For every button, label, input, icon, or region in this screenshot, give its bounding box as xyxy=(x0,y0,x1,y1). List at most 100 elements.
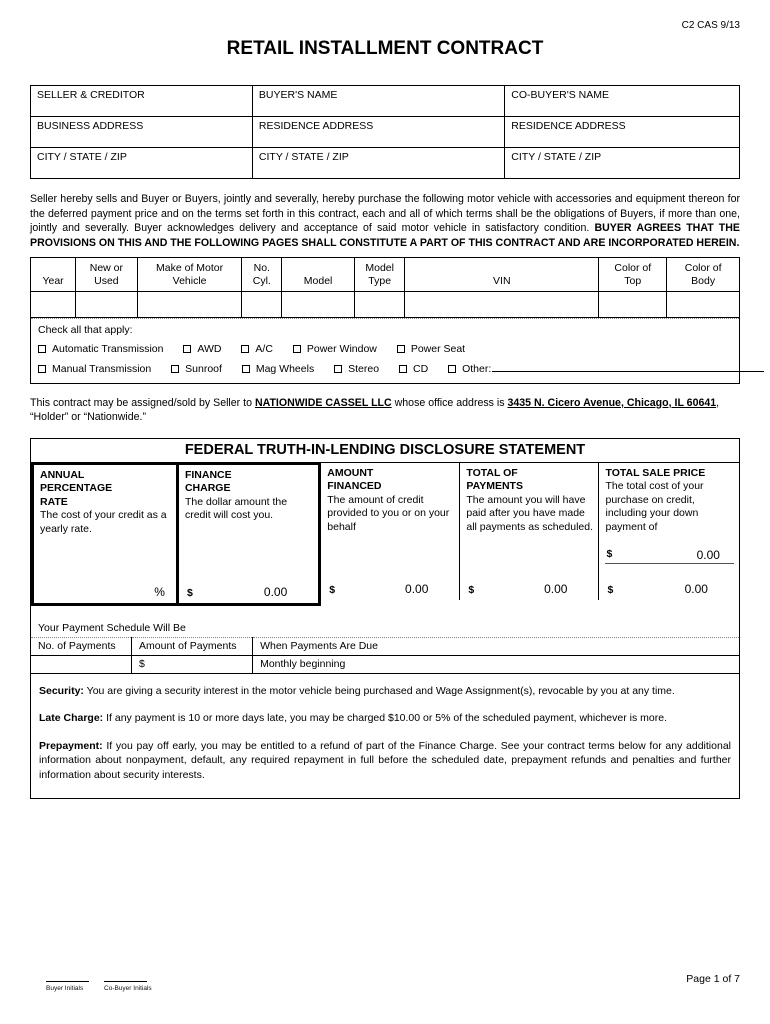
buyer-name-label: BUYER'S NAME xyxy=(258,89,338,101)
model-type-field[interactable] xyxy=(354,291,406,318)
when-due-header: When Payments Are Due xyxy=(252,637,739,656)
year-field[interactable] xyxy=(31,291,77,318)
seller-creditor-field[interactable]: SELLER & CREDITOR xyxy=(30,85,253,117)
dollar-sign: $ xyxy=(139,658,145,670)
dollar-sign: $ xyxy=(329,583,336,596)
late-charge-notice: Late Charge: If any payment is 10 or mor… xyxy=(39,711,731,726)
seller-city-state-zip-field[interactable]: CITY / STATE / ZIP xyxy=(30,147,253,179)
cylinders-field[interactable] xyxy=(241,291,283,318)
checkbox-sunroof[interactable] xyxy=(171,364,180,373)
options-row-2: Manual Transmission Sunroof Mag Wheels S… xyxy=(38,362,765,375)
color-body-field[interactable] xyxy=(666,291,739,318)
seller-creditor-label: SELLER & CREDITOR xyxy=(37,89,145,101)
table-row: CITY / STATE / ZIP CITY / STATE / ZIP CI… xyxy=(30,147,740,179)
checkbox-ac[interactable] xyxy=(241,344,250,353)
business-address-field[interactable]: BUSINESS ADDRESS xyxy=(30,116,253,148)
year-header: Year xyxy=(31,258,77,292)
table-row: BUSINESS ADDRESS RESIDENCE ADDRESS RESID… xyxy=(30,116,740,148)
finance-charge-value: $0.00 xyxy=(185,585,313,599)
city-state-zip-label: CITY / STATE / ZIP xyxy=(511,151,602,163)
vehicle-table: Year New or Used Make of Motor Vehicle N… xyxy=(31,258,739,318)
city-state-zip-label: CITY / STATE / ZIP xyxy=(37,151,127,163)
disclosure-columns: ANNUAL PERCENTAGE RATE The cost of your … xyxy=(31,461,739,606)
schedule-data-row: $ Monthly beginning xyxy=(31,654,739,674)
vehicle-section: Year New or Used Make of Motor Vehicle N… xyxy=(30,257,765,384)
dollar-sign: $ xyxy=(186,586,193,599)
intro-text: Seller hereby sells and Buyer or Buyers,… xyxy=(30,193,740,234)
checkbox-stereo[interactable] xyxy=(334,364,343,373)
checkbox-mag-wheels[interactable] xyxy=(241,364,250,373)
model-type-header: Model Type xyxy=(354,258,406,292)
total-of-payments-value: $0.00 xyxy=(466,582,593,596)
finance-charge-heading: FINANCE CHARGE xyxy=(184,468,232,495)
truth-in-lending-box: FEDERAL TRUTH-IN-LENDING DISCLOSURE STAT… xyxy=(30,437,740,799)
checkbox-power-seat[interactable] xyxy=(396,344,405,353)
buyer-initials-label: Buyer Initials xyxy=(46,985,84,992)
model-header: Model xyxy=(281,258,356,292)
buyer-name-field[interactable]: BUYER'S NAME xyxy=(251,85,506,117)
amount-financed-column: AMOUNT FINANCED The amount of credit pro… xyxy=(321,461,461,600)
co-buyer-city-state-zip-field[interactable]: CITY / STATE / ZIP xyxy=(504,147,740,179)
checkbox-other[interactable] xyxy=(448,364,457,373)
when-due-field[interactable]: Monthly beginning xyxy=(252,654,739,674)
business-address-label: BUSINESS ADDRESS xyxy=(37,120,144,132)
check-all-title: Check all that apply: xyxy=(38,323,133,336)
vehicle-header-row: Year New or Used Make of Motor Vehicle N… xyxy=(31,258,739,292)
total-sale-price-value: $0.00 xyxy=(605,582,733,596)
payment-schedule-intro: Your Payment Schedule Will Be xyxy=(38,621,186,634)
option-label: A/C xyxy=(255,342,273,355)
checkbox-manual-transmission[interactable] xyxy=(38,364,46,373)
intro-bold-text: BUYER AGREES THAT THE PROVISIONS ON THIS… xyxy=(30,222,740,249)
assignment-text: whose office address is xyxy=(391,396,508,409)
total-sale-price-column: TOTAL SALE PRICE The total cost of your … xyxy=(599,461,739,600)
other-fill-line[interactable] xyxy=(492,362,765,372)
option-label: Power Window xyxy=(306,342,377,355)
amount-financed-amount: 0.00 xyxy=(405,581,429,596)
finance-charge-description: The dollar amount the credit will cost y… xyxy=(184,495,288,522)
co-buyer-name-label: CO-BUYER'S NAME xyxy=(511,89,609,101)
checkbox-automatic-transmission[interactable] xyxy=(38,344,46,353)
model-field[interactable] xyxy=(281,291,356,318)
color-top-field[interactable] xyxy=(598,291,668,318)
amount-payments-field[interactable]: $ xyxy=(131,654,254,674)
buyer-initials-line[interactable] xyxy=(46,981,89,982)
total-sale-price-heading: TOTAL SALE PRICE xyxy=(605,466,706,479)
make-field[interactable] xyxy=(136,291,243,318)
co-buyer-name-field[interactable]: CO-BUYER'S NAME xyxy=(504,85,740,117)
security-notice: Security: You are giving a security inte… xyxy=(39,684,731,699)
assignment-text: , “Holder” or “Nationwide.” xyxy=(30,396,720,424)
buyer-residence-address-field[interactable]: RESIDENCE ADDRESS xyxy=(251,116,506,148)
num-payments-header: No. of Payments xyxy=(31,637,133,656)
notices-section: Security: You are giving a security inte… xyxy=(31,674,739,799)
checkbox-awd[interactable] xyxy=(183,344,192,353)
option-label: CD xyxy=(412,362,429,375)
down-payment-amount: 0.00 xyxy=(696,548,720,562)
amount-payments-header: Amount of Payments xyxy=(131,637,254,656)
assignment-text: This contract may be assigned/sold by Se… xyxy=(30,396,255,409)
option-label: Mag Wheels xyxy=(255,362,315,375)
co-buyer-residence-address-field[interactable]: RESIDENCE ADDRESS xyxy=(504,116,740,148)
form-code: C2 CAS 9/13 xyxy=(681,20,740,31)
make-header: Make of Motor Vehicle xyxy=(136,258,243,292)
holder-name: NATIONWIDE CASSEL LLC xyxy=(254,396,392,409)
co-buyer-initials-label: Co-Buyer Initials xyxy=(104,985,152,992)
new-used-header: New or Used xyxy=(75,258,138,292)
option-label: Manual Transmission xyxy=(52,362,152,375)
co-buyer-initials-line[interactable] xyxy=(104,981,147,982)
prepayment-label: Prepayment: xyxy=(39,739,103,752)
vehicle-data-row xyxy=(31,291,739,318)
security-text: You are giving a security interest in th… xyxy=(83,684,675,697)
buyer-city-state-zip-field[interactable]: CITY / STATE / ZIP xyxy=(251,147,506,179)
cylinders-header: No. Cyl. xyxy=(241,258,283,292)
vin-header: VIN xyxy=(404,258,600,292)
checkbox-power-window[interactable] xyxy=(292,344,301,353)
num-payments-field[interactable] xyxy=(31,654,133,674)
amount-financed-value: $0.00 xyxy=(327,582,454,596)
new-used-field[interactable] xyxy=(75,291,138,318)
buyer-initials-block: Buyer Initials xyxy=(46,981,89,992)
checkbox-cd[interactable] xyxy=(398,364,407,373)
vin-field[interactable] xyxy=(404,291,600,318)
dollar-sign: $ xyxy=(607,583,614,596)
late-charge-text: If any payment is 10 or more days late, … xyxy=(103,712,667,724)
page-title: RETAIL INSTALLMENT CONTRACT xyxy=(226,38,544,59)
